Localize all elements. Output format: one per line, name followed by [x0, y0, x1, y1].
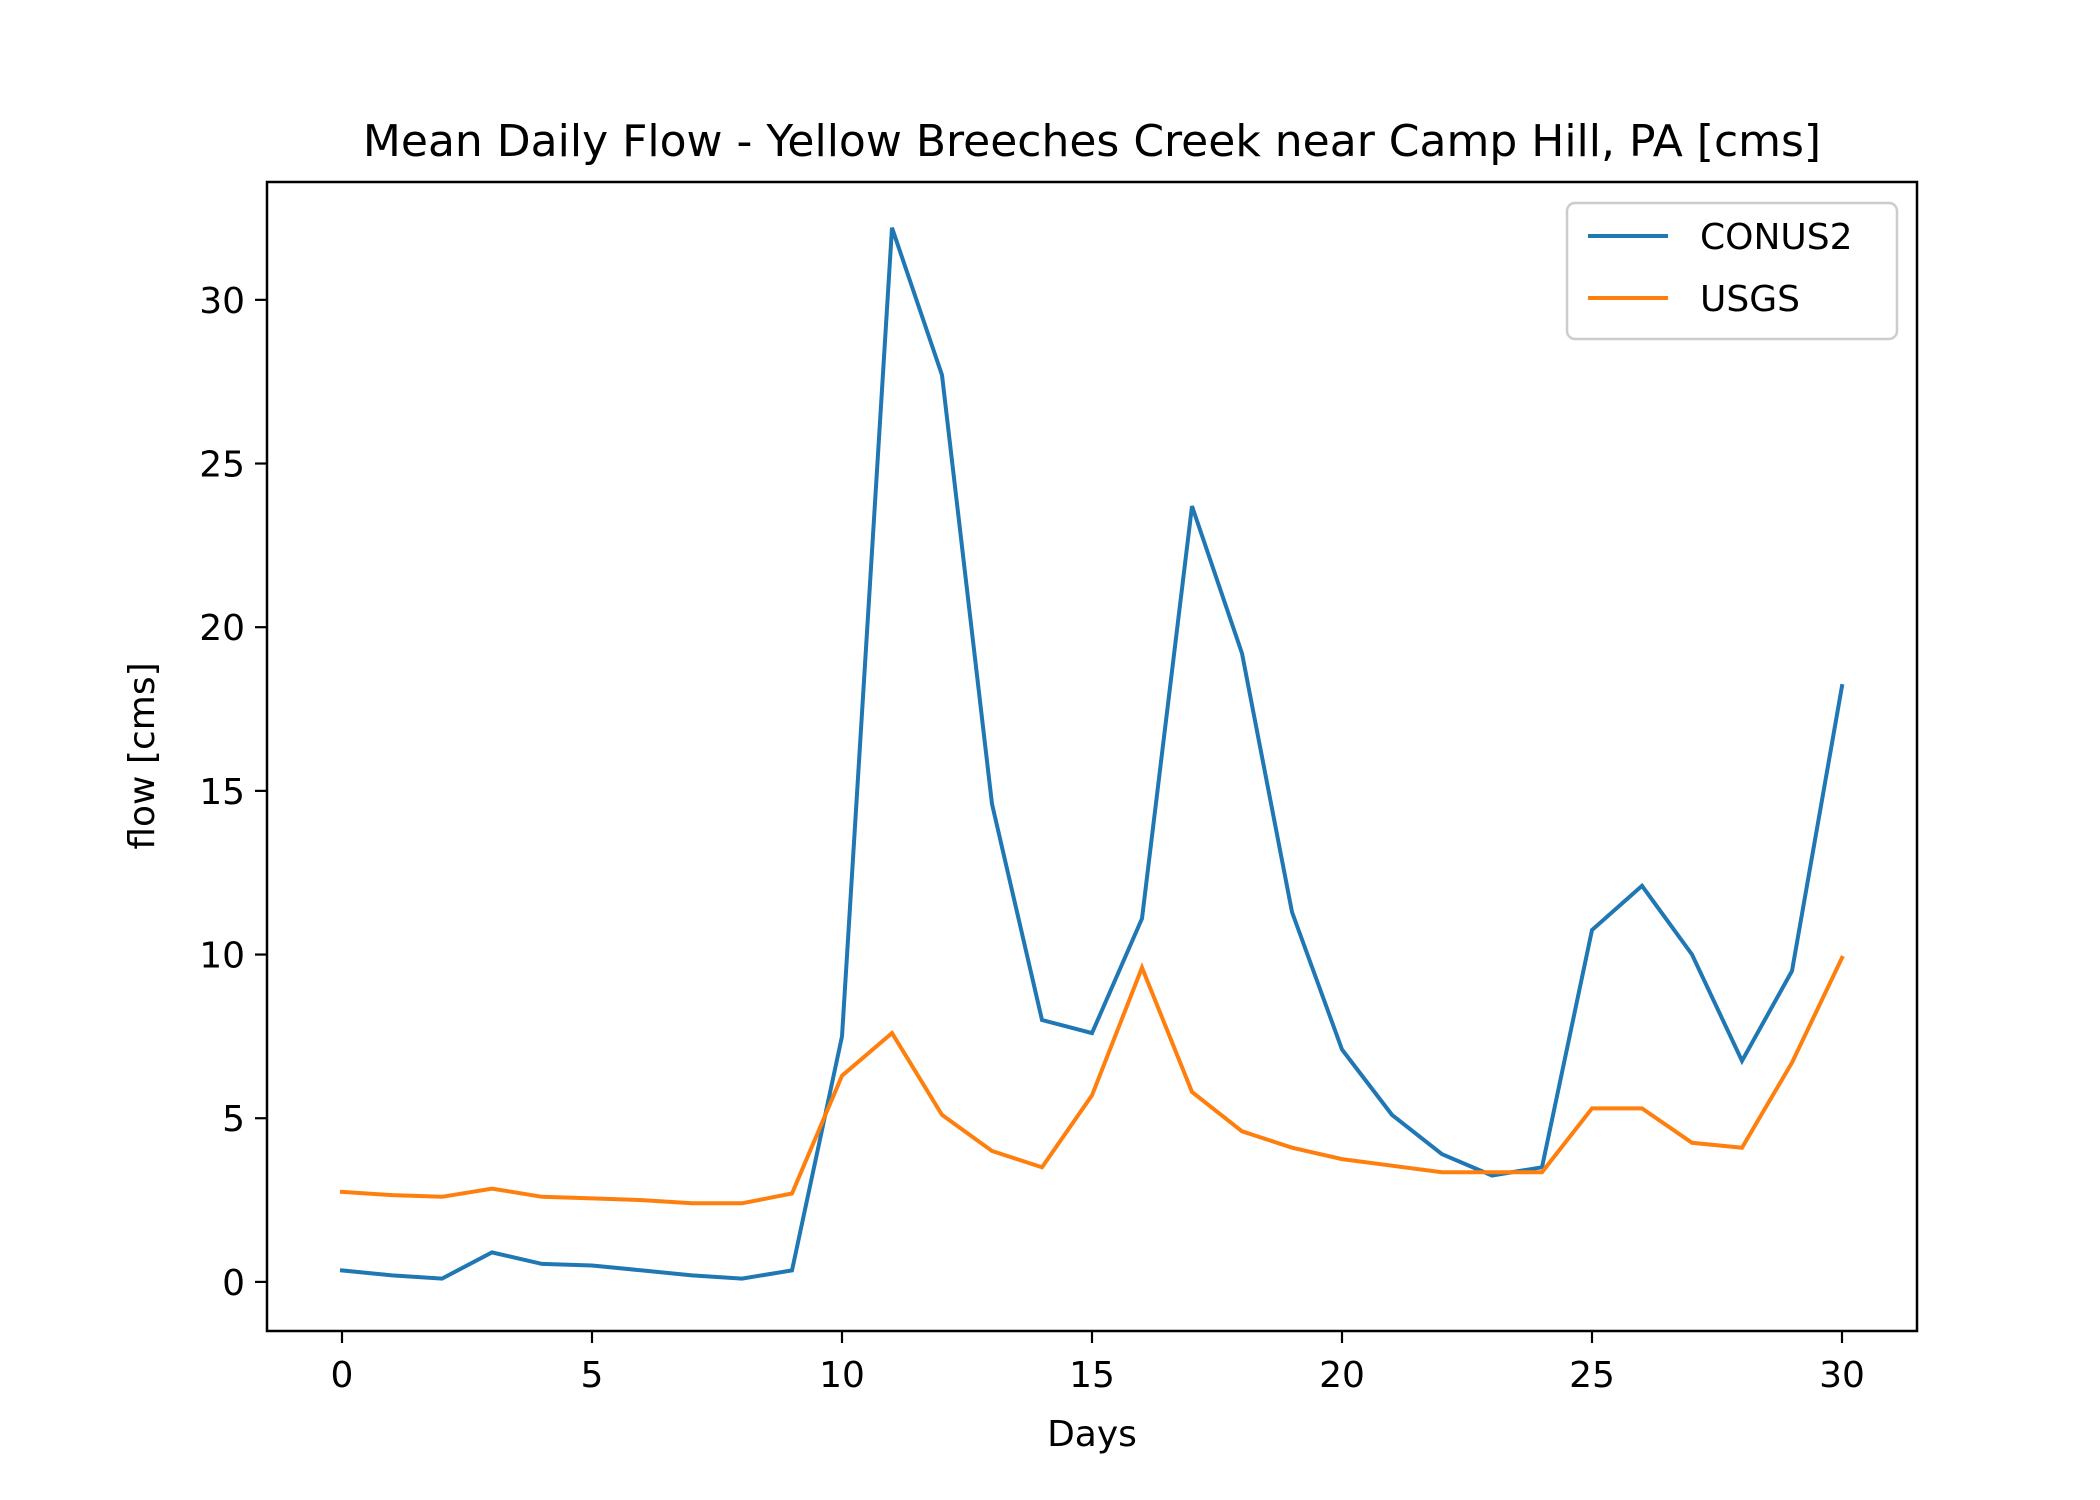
series-layer: [339, 227, 1845, 1281]
x-tick-label: 0: [331, 1355, 354, 1396]
y-tick-label: 15: [199, 772, 245, 813]
series-line-conus2: [339, 227, 1845, 1281]
x-tick-label: 15: [1069, 1355, 1115, 1396]
y-tick-label: 25: [199, 445, 245, 486]
x-axis: 0 5 10 15 20 25 30: [331, 1331, 1865, 1396]
x-tick-label: 25: [1569, 1355, 1615, 1396]
series-line-usgs: [339, 955, 1845, 1206]
y-axis: 0 5 10 15 20 25 30: [199, 281, 267, 1304]
legend: CONUS2 USGS: [1565, 201, 1899, 341]
plot-area: [265, 180, 1919, 1333]
y-tick-label: 0: [222, 1263, 245, 1304]
x-tick-label: 10: [819, 1355, 865, 1396]
y-tick-label: 10: [199, 936, 245, 977]
x-tick-label: 20: [1319, 1355, 1365, 1396]
legend-label-conus2: CONUS2: [1700, 217, 1853, 258]
y-tick-label: 20: [199, 608, 245, 649]
legend-entries: CONUS2 USGS: [1588, 217, 1853, 320]
chart-title: Mean Daily Flow - Yellow Breeches Creek …: [363, 116, 1821, 167]
x-axis-label: Days: [1047, 1414, 1137, 1455]
y-axis-label: flow [cms]: [122, 662, 163, 849]
x-tick-label: 30: [1819, 1355, 1865, 1396]
axes-background: [267, 182, 1917, 1331]
y-tick-label: 5: [222, 1099, 245, 1140]
x-tick-label: 5: [581, 1355, 604, 1396]
y-tick-label: 30: [199, 281, 245, 322]
legend-label-usgs: USGS: [1700, 279, 1800, 320]
